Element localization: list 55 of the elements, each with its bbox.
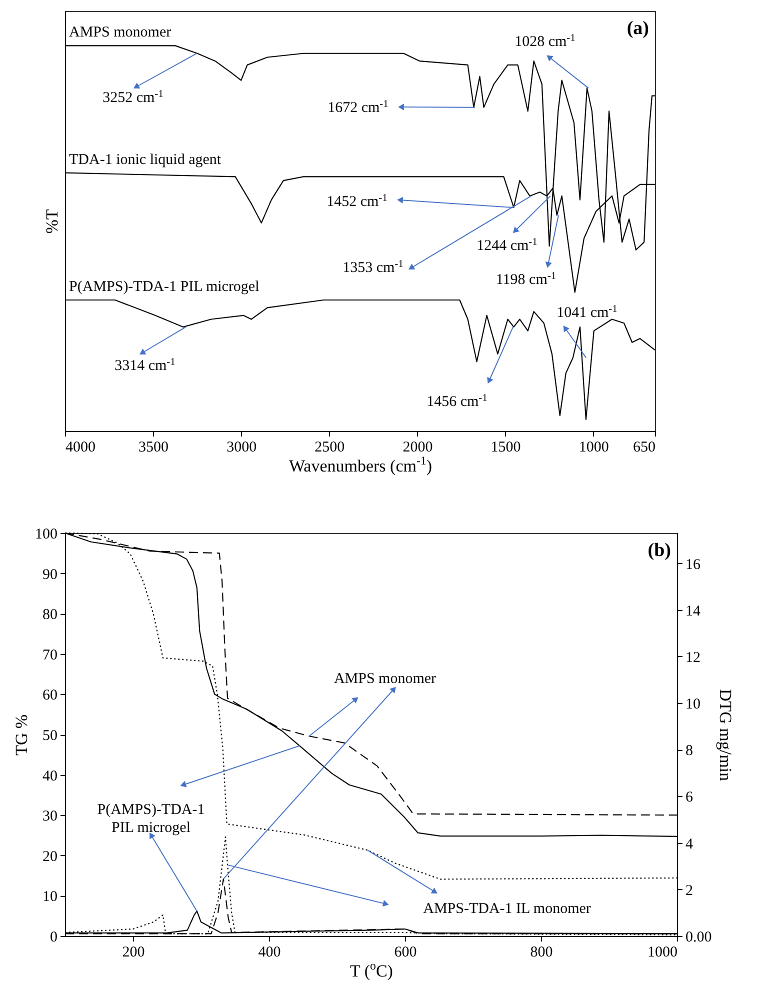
y-tick-label: 40 bbox=[42, 768, 58, 784]
x-axis-title: T ($^{o}$C) bbox=[350, 958, 393, 980]
y-tick-label: 70 bbox=[42, 647, 58, 664]
x-tick-label: 1000 bbox=[648, 944, 678, 960]
annotation: 3314 cm$^{-1}$ bbox=[114, 356, 176, 374]
annotation: 1452 cm$^{-1}$ bbox=[326, 192, 388, 210]
annotation: 1198 cm$^{-1}$ bbox=[496, 270, 556, 288]
x-tick-label: 4000 bbox=[66, 440, 96, 456]
annotation: 1028 cm$^{-1}$ bbox=[514, 32, 576, 50]
y-tick-label: 10 bbox=[42, 889, 58, 906]
series-label: AMPS monomer bbox=[69, 24, 172, 41]
y2-tick-label: 12 bbox=[686, 650, 700, 666]
y2-tick-label: 4 bbox=[686, 836, 694, 852]
x-tick-label: 3000 bbox=[226, 440, 257, 456]
annotation: P(AMPS)-TDA-1 PIL microgel bbox=[97, 802, 205, 836]
y-tick-label: 0 bbox=[50, 930, 58, 946]
annotation: 1456 cm$^{-1}$ bbox=[426, 392, 488, 410]
y2-tick-label: 8 bbox=[686, 743, 693, 760]
y-tick-label: 100 bbox=[35, 526, 58, 542]
y-tick-label: 20 bbox=[42, 848, 58, 865]
y-axis-title: %T bbox=[42, 208, 62, 234]
y2-tick-label: 0.00 bbox=[686, 930, 712, 946]
x-tick-label: 2500 bbox=[314, 440, 345, 456]
y-tick-label: 90 bbox=[42, 566, 58, 583]
annotation: 1353 cm$^{-1}$ bbox=[342, 258, 404, 276]
y-tick-label: 60 bbox=[42, 688, 58, 704]
x-tick-label: 1000 bbox=[578, 440, 609, 456]
y2-axis-title: DTG mg/min bbox=[716, 688, 735, 782]
y-axis-title: TG % bbox=[12, 714, 31, 756]
text: (a) bbox=[626, 18, 649, 39]
series-label: P(AMPS)-TDA-1 PIL microgel bbox=[69, 278, 260, 295]
annotation: AMPS monomer bbox=[334, 671, 436, 687]
y-tick-label: 80 bbox=[42, 607, 58, 624]
annotation: (b) bbox=[648, 540, 671, 561]
x-tick-label: 650 bbox=[633, 440, 656, 456]
y2-tick-label: 6 bbox=[686, 790, 694, 806]
x-tick-label: 800 bbox=[530, 944, 553, 960]
x-axis-title: Wavenumbers (cm$^{-1}$) bbox=[288, 454, 432, 476]
y2-tick-label: 10 bbox=[686, 696, 700, 713]
y2-tick-label: 16 bbox=[686, 556, 701, 573]
x-tick-label: 3500 bbox=[138, 440, 169, 456]
x-tick-label: 200 bbox=[122, 944, 145, 960]
annotation: 1041 cm$^{-1}$ bbox=[556, 304, 618, 321]
x-tick-label: 1500 bbox=[490, 440, 521, 456]
series-label: TDA-1 ionic liquid agent bbox=[69, 152, 222, 168]
y-tick-label: 50 bbox=[42, 728, 58, 744]
y2-tick-label: 14 bbox=[686, 603, 701, 620]
y2-tick-label: 2 bbox=[686, 882, 693, 899]
x-tick-label: 600 bbox=[394, 944, 417, 960]
annotation: 3252 cm$^{-1}$ bbox=[102, 88, 164, 106]
y-tick-label: 30 bbox=[42, 808, 58, 825]
annotation: AMPS-TDA-1 IL monomer bbox=[423, 901, 591, 917]
x-tick-label: 2000 bbox=[402, 440, 433, 456]
x-tick-label: 400 bbox=[258, 944, 281, 960]
annotation: 1672 cm$^{-1}$ bbox=[328, 98, 388, 116]
